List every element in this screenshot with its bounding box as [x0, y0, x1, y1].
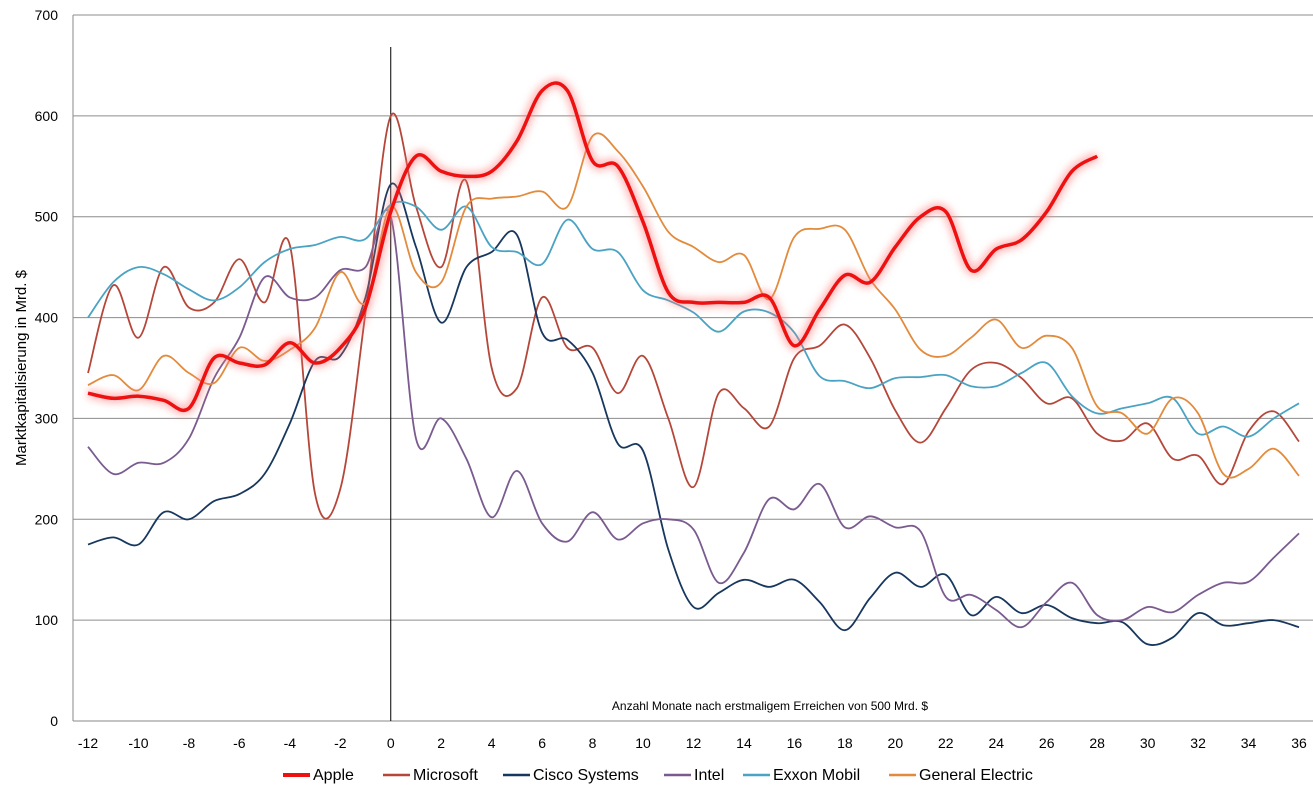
- x-tick-label: -10: [128, 735, 148, 751]
- series-line-exxon-mobil: [87, 200, 1300, 438]
- x-tick-label: 30: [1140, 735, 1156, 751]
- x-tick-label: -8: [183, 735, 196, 751]
- x-tick-label: 36: [1291, 735, 1307, 751]
- x-tick-label: -6: [233, 735, 246, 751]
- gridlines: [73, 14, 1313, 621]
- x-tick-label: 22: [938, 735, 954, 751]
- legend-label-cisco-systems: Cisco Systems: [533, 767, 639, 784]
- chart-annotation: Anzahl Monate nach erstmaligem Erreichen…: [612, 699, 928, 713]
- x-tick-label: -12: [78, 735, 98, 751]
- y-axis-ticks: 0 100 200 300 400 500 600 700: [35, 7, 59, 729]
- plot-frame: [72, 15, 1313, 722]
- y-tick-label: 600: [35, 108, 59, 124]
- x-tick-label: 34: [1241, 735, 1257, 751]
- y-tick-label: 500: [35, 209, 59, 225]
- x-tick-label: -4: [284, 735, 297, 751]
- legend-label-exxon-mobil: Exxon Mobil: [773, 767, 860, 784]
- y-tick-label: 0: [50, 713, 58, 729]
- x-tick-label: 6: [538, 735, 546, 751]
- y-tick-label: 400: [35, 310, 59, 326]
- y-tick-label: 100: [35, 612, 59, 628]
- x-tick-label: 4: [488, 735, 496, 751]
- x-tick-label: 8: [589, 735, 597, 751]
- y-axis-label: Marktkapitalisierung in Mrd. $: [13, 269, 30, 466]
- x-tick-label: 32: [1190, 735, 1206, 751]
- x-tick-label: 26: [1039, 735, 1055, 751]
- legend-label-apple: Apple: [313, 767, 354, 784]
- x-tick-label: 28: [1089, 735, 1105, 751]
- series-line-cisco-systems: [87, 182, 1300, 646]
- legend-label-microsoft: Microsoft: [413, 767, 478, 784]
- series-layer: [86, 78, 1300, 646]
- x-axis-ticks: -12 -10 -8 -6 -4 -2 0 2 4 6 8 10 12 14 16 18 20 22 24 26 28 3…: [78, 735, 1307, 751]
- x-tick-label: -2: [334, 735, 347, 751]
- x-tick-label: 24: [988, 735, 1004, 751]
- y-tick-label: 300: [35, 410, 59, 426]
- y-tick-label: 700: [35, 7, 59, 23]
- series-line-intel: [87, 209, 1300, 629]
- x-tick-label: 14: [736, 735, 752, 751]
- series-line-microsoft: [87, 112, 1300, 520]
- x-tick-label: 12: [686, 735, 702, 751]
- legend: Apple Microsoft Cisco Systems Intel Exxon Mo…: [283, 767, 1033, 784]
- x-tick-label: 0: [387, 735, 395, 751]
- x-tick-label: 16: [787, 735, 803, 751]
- x-tick-label: 2: [437, 735, 445, 751]
- x-tick-label: 18: [837, 735, 853, 751]
- legend-label-general-electric: General Electric: [919, 767, 1033, 784]
- series-line-apple: [87, 81, 1099, 413]
- x-tick-label: 10: [635, 735, 651, 751]
- legend-label-intel: Intel: [694, 767, 724, 784]
- y-tick-label: 200: [35, 511, 59, 527]
- x-tick-label: 20: [888, 735, 904, 751]
